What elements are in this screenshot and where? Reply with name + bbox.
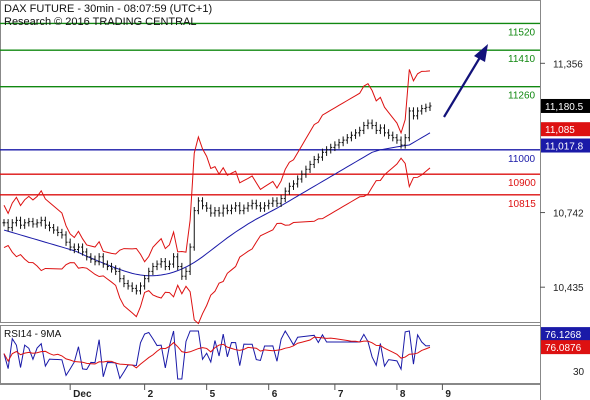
x-tick-label: Dec [73, 389, 92, 400]
rsi-tag-label: 76.1268 [545, 330, 582, 341]
bollinger-bands [3, 69, 431, 325]
main-panel-frame [0, 0, 541, 323]
level-label-11260: 11260 [508, 91, 536, 102]
x-tick-label: 5 [210, 389, 216, 400]
price-tag-box [541, 122, 590, 137]
rsi-series: 30 76.1268 76.0876 [3, 327, 590, 380]
x-tick-label: 6 [272, 389, 278, 400]
time-axis: Dec 2 5 6 7 8 9 [69, 384, 451, 400]
rsi-tick-label: 30 [573, 367, 585, 378]
chart-title: DAX FUTURE - 30min - 08:07:59 (UTC+1) [4, 3, 212, 15]
x-tick-label: 8 [400, 389, 406, 400]
x-tick-label: 7 [338, 389, 344, 400]
price-tag-box [541, 138, 590, 153]
x-tick-label: 9 [445, 389, 451, 400]
level-label-11000: 11000 [508, 154, 536, 165]
price-bars [2, 102, 432, 295]
rsi-ma-line [3, 336, 431, 369]
level-label-10815: 10815 [508, 199, 536, 210]
price-tag-label: 11,180.5 [545, 102, 584, 113]
bollinger-lower [3, 157, 431, 325]
trend-arrow-shaft [443, 53, 483, 118]
levels-layer: 11520 11410 11260 11000 10900 10815 [0, 22, 540, 210]
y-tick-label: 10,435 [553, 283, 584, 294]
sma-line [3, 132, 431, 277]
x-tick-label: 2 [148, 389, 154, 400]
moving-average [3, 132, 431, 277]
rsi-tag-box [541, 340, 590, 355]
price-tag-box [541, 98, 590, 113]
price-axis: 11,356 10,742 10,435 [540, 59, 584, 294]
y-tick-label: 10,742 [553, 209, 584, 220]
rsi-label: RSI14 - 9MA [4, 329, 62, 340]
rsi-panel-frame [0, 325, 541, 384]
price-tags: 11,180.5 11,085 11,017.8 [541, 98, 590, 153]
price-tag-label: 11,017.8 [545, 142, 584, 153]
rsi-tag-label: 76.0876 [545, 343, 582, 354]
level-label-10900: 10900 [508, 178, 536, 189]
y-tick-label: 11,356 [553, 59, 583, 70]
trend-arrow-head [474, 44, 488, 62]
rsi-line [3, 329, 431, 380]
chart-credit: Research © 2016 TRADING CENTRAL [4, 16, 197, 28]
rsi-tag-box [541, 327, 590, 342]
level-label-11520: 11520 [508, 27, 536, 38]
level-label-11410: 11410 [508, 54, 536, 65]
price-tag-label: 11,085 [545, 125, 575, 136]
bollinger-upper [3, 69, 431, 263]
